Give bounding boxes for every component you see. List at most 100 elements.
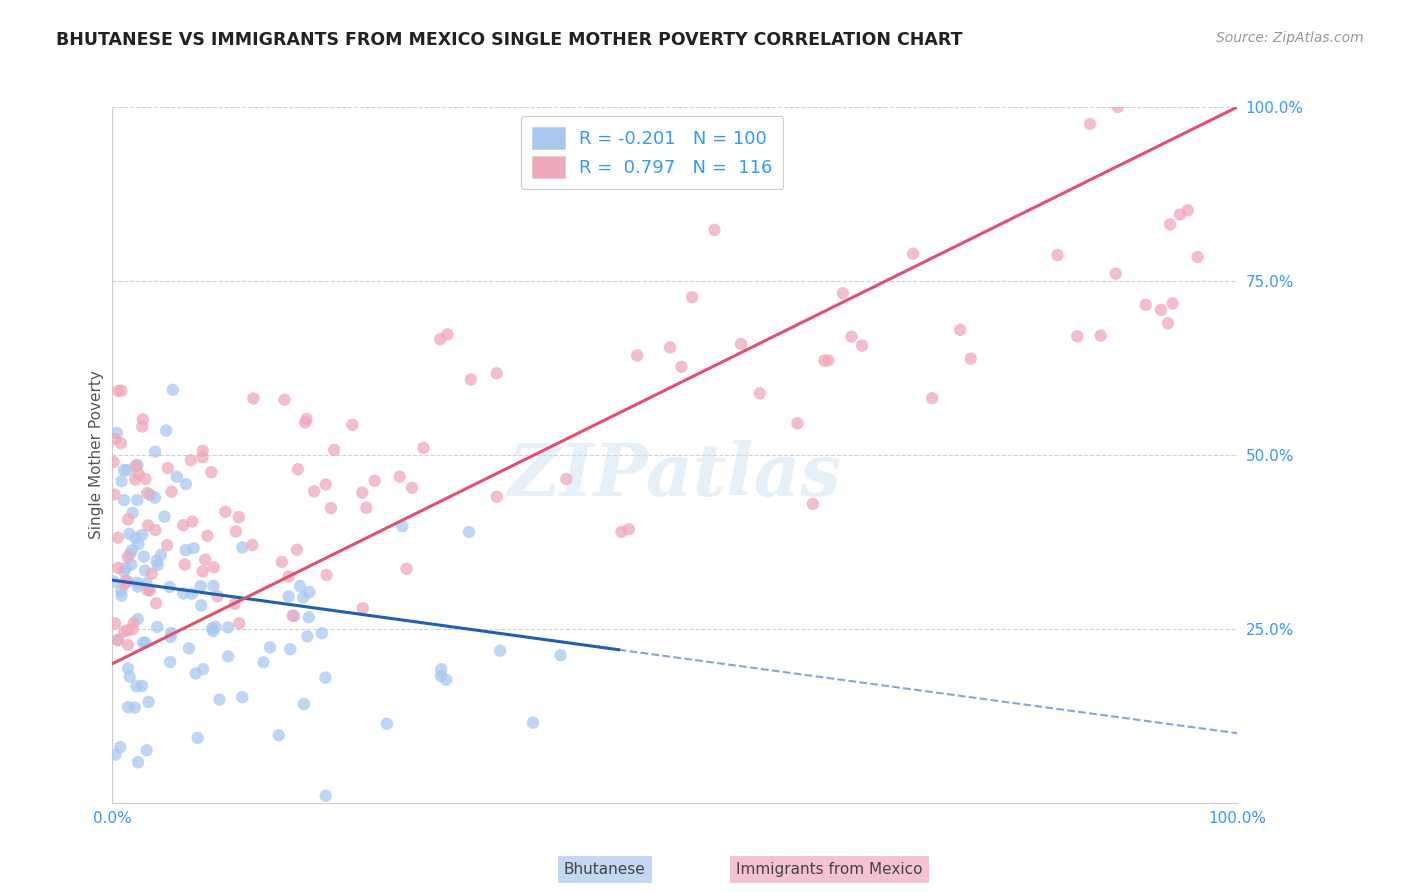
Point [181, 515, 204, 529]
Point [202, 624, 225, 639]
Point [231, 690, 253, 705]
Point [127, 575, 149, 590]
Point [117, 512, 139, 526]
Point [430, 662, 453, 676]
Point [659, 340, 682, 354]
Point [117, 463, 139, 477]
Point [315, 477, 337, 491]
Point [146, 620, 169, 634]
Point [118, 547, 141, 561]
Point [172, 586, 194, 600]
Point [841, 329, 863, 343]
Point [145, 554, 167, 568]
Point [342, 417, 364, 432]
Point [112, 624, 135, 639]
Point [159, 655, 181, 669]
Point [120, 558, 142, 572]
Point [122, 616, 145, 631]
Point [132, 412, 155, 426]
Point [117, 638, 139, 652]
Point [191, 662, 214, 676]
Point [283, 609, 305, 624]
Point [298, 585, 321, 599]
Point [180, 453, 202, 467]
Point [135, 743, 157, 757]
Point [231, 541, 253, 555]
Point [1066, 329, 1088, 343]
Point [136, 518, 159, 533]
Point [110, 740, 132, 755]
Point [156, 538, 179, 552]
Point [195, 529, 218, 543]
Point [395, 562, 418, 576]
Point [292, 591, 315, 605]
Point [138, 695, 160, 709]
Point [174, 543, 197, 558]
Point [228, 510, 250, 524]
Point [127, 612, 149, 626]
Point [1107, 100, 1129, 114]
Point [136, 583, 159, 598]
Point [112, 463, 135, 477]
Point [162, 383, 184, 397]
Point [786, 417, 808, 431]
Point [217, 649, 239, 664]
Point [160, 484, 183, 499]
Point [208, 692, 231, 706]
Point [118, 527, 141, 541]
Point [128, 467, 150, 482]
Point [134, 472, 156, 486]
Point [110, 589, 132, 603]
Point [288, 579, 311, 593]
Point [105, 425, 128, 440]
Point [200, 465, 222, 479]
Point [294, 416, 316, 430]
Point [110, 384, 132, 398]
Point [117, 700, 139, 714]
Point [127, 537, 149, 551]
Point [352, 485, 374, 500]
Point [671, 359, 693, 374]
Point [1090, 328, 1112, 343]
Point [166, 469, 188, 483]
Point [285, 542, 308, 557]
Point [103, 487, 125, 501]
Point [156, 461, 179, 475]
Point [112, 493, 135, 508]
Point [191, 565, 214, 579]
Point [730, 337, 752, 351]
Point [112, 565, 135, 579]
Point [281, 608, 304, 623]
Point [1187, 250, 1209, 264]
Point [1177, 203, 1199, 218]
Point [155, 424, 177, 438]
Point [555, 472, 578, 486]
Point [1135, 298, 1157, 312]
Point [107, 561, 129, 575]
Point [135, 576, 157, 591]
Point [110, 474, 132, 488]
Point [225, 524, 247, 539]
Point [703, 223, 725, 237]
Point [1161, 296, 1184, 310]
Point [949, 323, 972, 337]
Point [159, 630, 181, 644]
Point [159, 580, 181, 594]
Point [121, 623, 143, 637]
Point [277, 590, 299, 604]
Point [314, 671, 336, 685]
Point [117, 623, 139, 637]
Point [173, 558, 195, 572]
Point [315, 789, 337, 803]
Point [127, 493, 149, 508]
Point [391, 519, 413, 533]
Point [174, 477, 197, 491]
Point [295, 412, 318, 426]
Point [681, 290, 703, 304]
Point [1078, 117, 1101, 131]
Point [1150, 302, 1173, 317]
Point [125, 458, 148, 473]
Point [278, 642, 301, 657]
Point [375, 716, 398, 731]
Point [311, 626, 333, 640]
